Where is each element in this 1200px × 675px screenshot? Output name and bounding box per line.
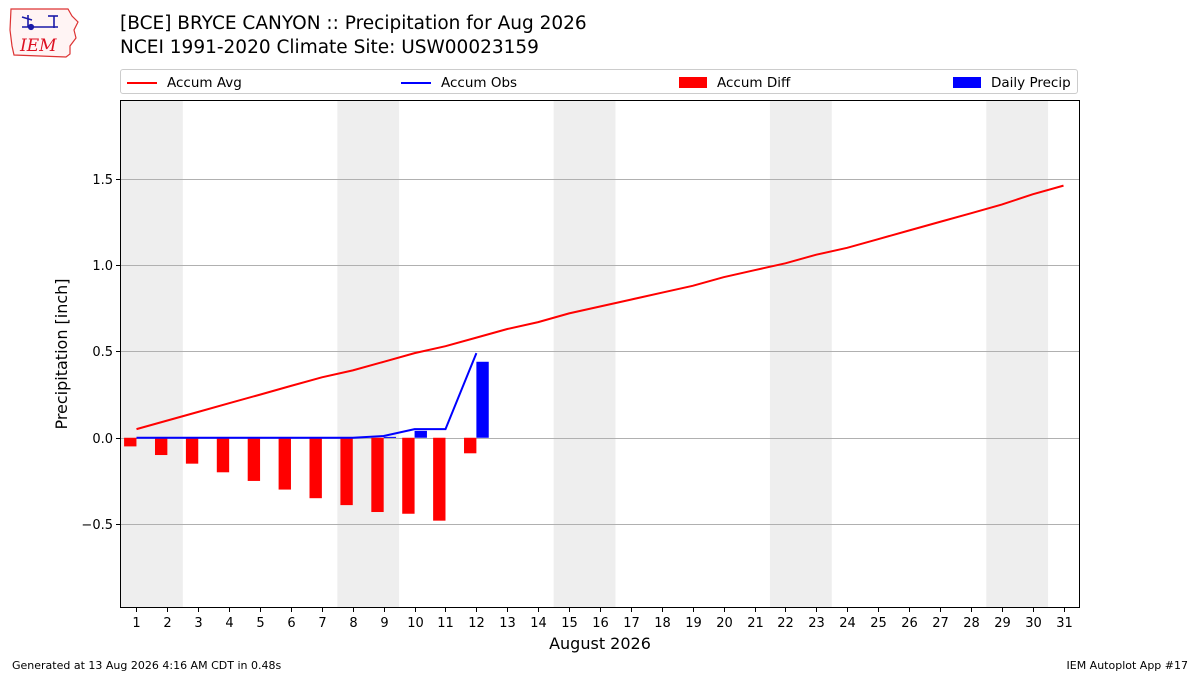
accum-diff-bar xyxy=(464,437,477,454)
logo-text: IEM xyxy=(19,36,57,56)
accum-diff-bar xyxy=(309,437,322,499)
accum-diff-bar xyxy=(124,437,137,447)
legend-label: Daily Precip xyxy=(991,74,1071,91)
accum-diff-bar xyxy=(247,437,261,481)
x-tick-label: 12 xyxy=(468,616,485,631)
y-axis: −0.5 0.0 0.5 1.0 1.5 xyxy=(81,173,121,533)
x-tick-label: 2 xyxy=(163,616,171,631)
x-tick-label: 14 xyxy=(530,616,547,631)
x-tick-label: 10 xyxy=(407,616,424,631)
x-tick-label: 31 xyxy=(1056,616,1073,631)
footer-app: IEM Autoplot App #17 xyxy=(1066,659,1189,672)
daily-precip-bar xyxy=(383,436,397,438)
series-lines xyxy=(136,184,1064,439)
x-tick-label: 5 xyxy=(256,616,264,631)
daily-precip-bar xyxy=(414,430,427,438)
legend-label: Accum Avg xyxy=(167,74,242,91)
x-tick-label: 1 xyxy=(132,616,140,631)
legend-item-accum-diff: Accum Diff xyxy=(679,70,790,95)
weekend-band xyxy=(986,101,1049,607)
legend-label: Accum Diff xyxy=(717,74,791,91)
daily-precip-bar xyxy=(476,361,489,438)
weekend-band xyxy=(121,101,183,607)
x-tick-label: 28 xyxy=(963,616,980,631)
weekend-band xyxy=(553,101,616,607)
x-tick-label: 19 xyxy=(685,616,702,631)
x-tick-label: 23 xyxy=(808,616,825,631)
y-tick-label: 0.0 xyxy=(92,432,113,447)
x-tick-label: 11 xyxy=(437,616,454,631)
accum-diff-bar xyxy=(278,437,291,490)
accum-diff-bar xyxy=(402,437,415,514)
x-tick-label: 16 xyxy=(592,616,609,631)
legend-swatch xyxy=(679,77,707,88)
x-tick-label: 8 xyxy=(349,616,357,631)
legend-swatch xyxy=(127,81,157,84)
accum-diff-bar xyxy=(371,437,384,513)
accum-diff-bar xyxy=(154,437,168,456)
y-tick-label: 1.5 xyxy=(92,173,113,188)
x-tick-label: 3 xyxy=(194,616,202,631)
legend-swatch xyxy=(953,77,981,88)
accum-diff-bar xyxy=(433,437,446,521)
iem-logo: IEM xyxy=(9,8,79,58)
weekend-band xyxy=(769,101,832,607)
daily-precip-bars xyxy=(383,361,489,438)
accum-obs-line xyxy=(136,352,478,439)
chart-title: [BCE] BRYCE CANYON :: Precipitation for … xyxy=(120,13,587,34)
x-tick-label: 29 xyxy=(994,616,1011,631)
legend-item-daily-precip: Daily Precip xyxy=(953,70,1071,95)
legend-swatch xyxy=(401,81,431,84)
y-tick-label: −0.5 xyxy=(81,518,113,533)
x-tick-label: 26 xyxy=(901,616,918,631)
x-tick-label: 24 xyxy=(839,616,856,631)
legend-item-accum-obs: Accum Obs xyxy=(401,70,517,95)
weekend-band xyxy=(337,101,400,607)
legend-item-accum-avg: Accum Avg xyxy=(127,70,242,95)
x-tick-label: 30 xyxy=(1025,616,1042,631)
accum-diff-bar xyxy=(216,437,230,473)
accum-diff-bar xyxy=(185,437,199,464)
y-tick-label: 1.0 xyxy=(92,259,113,274)
accum-avg-line xyxy=(136,184,1064,431)
x-tick-label: 6 xyxy=(287,616,295,631)
footer-generated: Generated at 13 Aug 2026 4:16 AM CDT in … xyxy=(12,659,282,672)
chart-subtitle: NCEI 1991-2020 Climate Site: USW00023159 xyxy=(120,37,539,58)
x-axis: 1 2 3 4 5 6 7 8 9 10 11 12 13 14 15 16 17 18 19 20 21 22 23 24 2… xyxy=(132,607,1073,631)
y-tick-label: 0.5 xyxy=(92,345,113,360)
x-tick-label: 22 xyxy=(777,616,794,631)
x-tick-label: 9 xyxy=(380,616,388,631)
x-tick-label: 15 xyxy=(561,616,578,631)
weekend-bands xyxy=(121,101,1049,607)
x-tick-label: 13 xyxy=(499,616,516,631)
legend-label: Accum Obs xyxy=(441,74,518,91)
weather-station-icon xyxy=(21,15,58,31)
x-axis-label: August 2026 xyxy=(549,634,651,653)
x-tick-label: 7 xyxy=(318,616,326,631)
x-tick-label: 4 xyxy=(225,616,233,631)
x-tick-label: 27 xyxy=(932,616,949,631)
x-tick-label: 17 xyxy=(623,616,640,631)
x-tick-label: 25 xyxy=(870,616,887,631)
legend: Accum Avg Accum Obs Accum Diff Daily Pre… xyxy=(120,69,1078,94)
iowa-outline-icon xyxy=(9,8,79,58)
accum-diff-bar xyxy=(340,437,353,506)
x-tick-label: 21 xyxy=(747,616,764,631)
x-tick-label: 18 xyxy=(654,616,671,631)
y-axis-label: Precipitation [inch] xyxy=(52,278,71,429)
accum-diff-bars xyxy=(124,437,477,521)
x-tick-label: 20 xyxy=(716,616,733,631)
